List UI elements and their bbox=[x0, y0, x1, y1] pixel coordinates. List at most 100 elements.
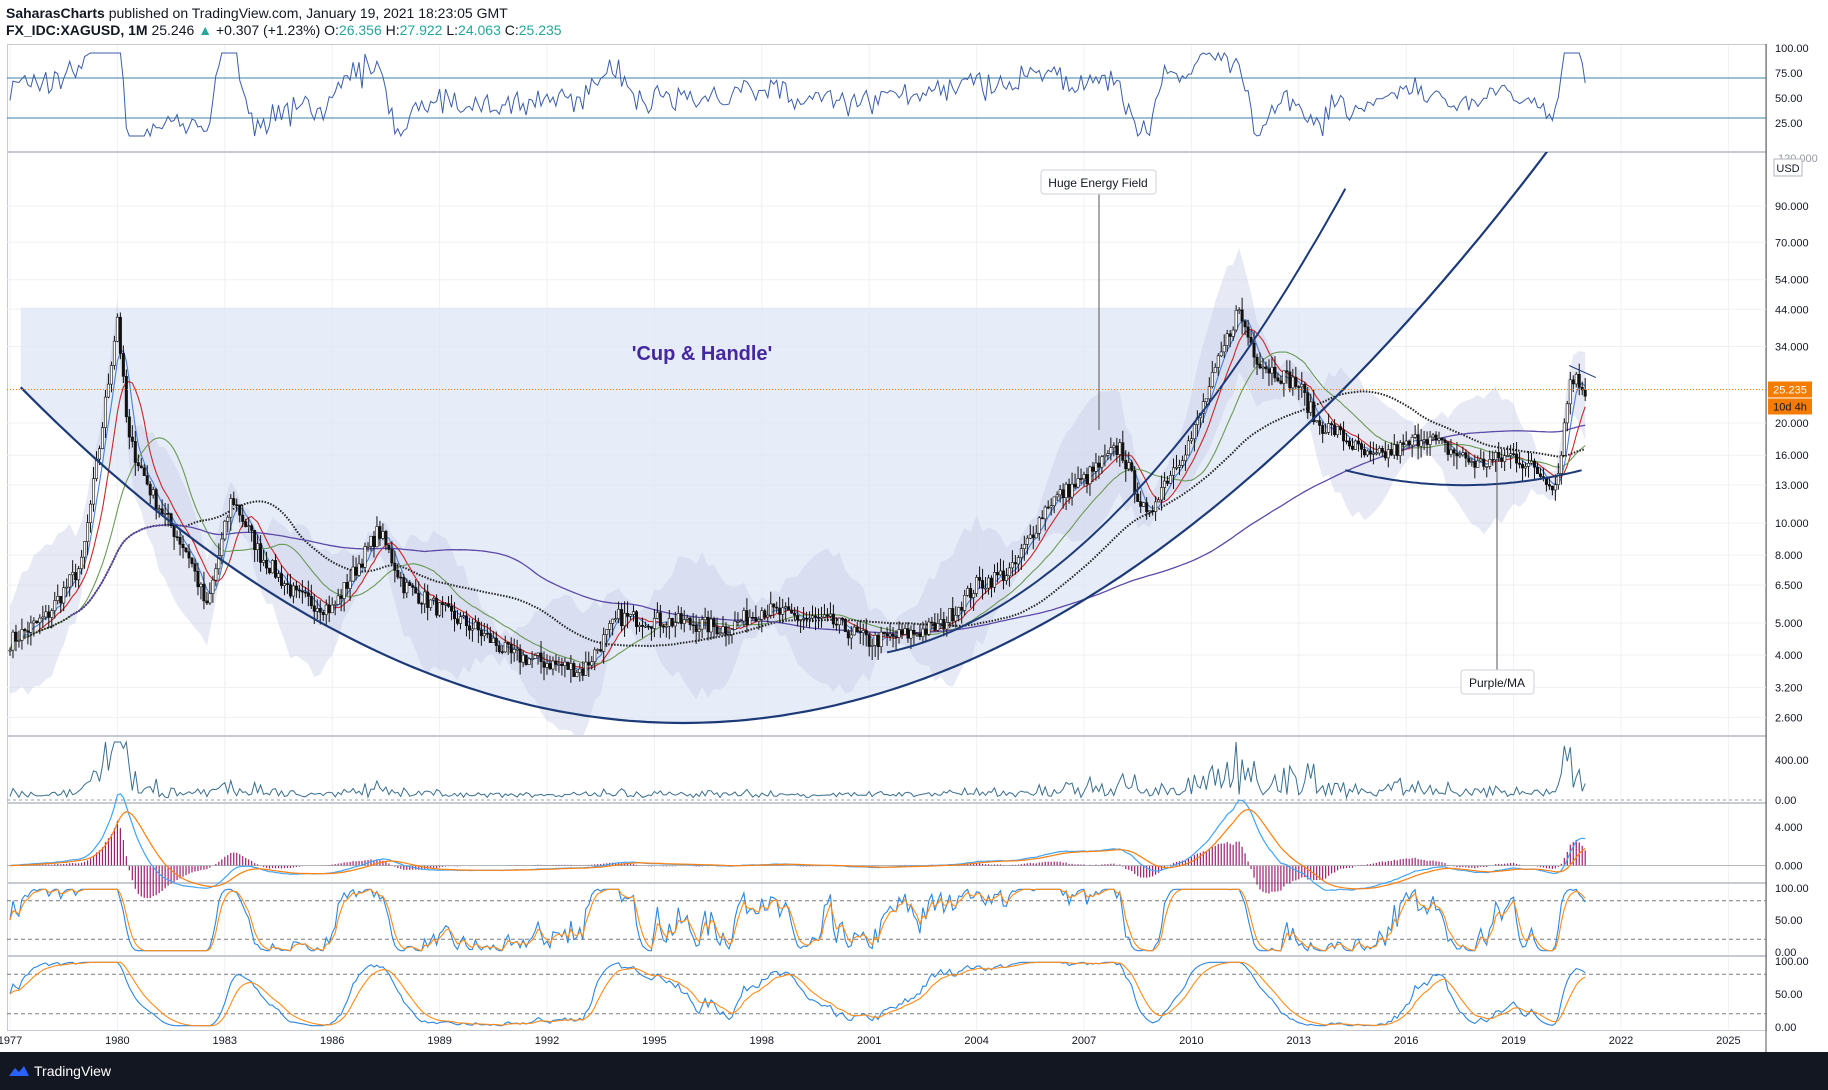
candle-body bbox=[1225, 333, 1229, 346]
candle-body bbox=[566, 661, 570, 670]
candle-body bbox=[453, 610, 457, 620]
candle-body bbox=[1324, 432, 1328, 434]
candle-body bbox=[984, 587, 988, 590]
candle-body bbox=[363, 546, 367, 568]
stoch-tick-label: 50.00 bbox=[1775, 915, 1803, 927]
candle-body bbox=[1318, 420, 1322, 426]
candle-body bbox=[605, 629, 609, 636]
tradingview-brand[interactable]: TradingView bbox=[34, 1063, 112, 1079]
candle-body bbox=[1130, 462, 1134, 471]
candle-body bbox=[29, 622, 33, 633]
author-name[interactable]: SaharasCharts bbox=[6, 5, 105, 21]
candle-body bbox=[1151, 510, 1155, 513]
candle-body bbox=[676, 613, 680, 623]
candle-body bbox=[139, 465, 143, 469]
candle-body bbox=[1100, 456, 1104, 468]
candle-body bbox=[509, 644, 513, 654]
candle-body bbox=[220, 538, 224, 556]
candle-body bbox=[1154, 501, 1158, 512]
time-tick-label: 2010 bbox=[1179, 1035, 1203, 1047]
candle-body bbox=[1428, 436, 1432, 445]
candle-body bbox=[724, 626, 728, 635]
candle-body bbox=[1443, 439, 1447, 443]
energy-field-annotation[interactable]: Huge Energy Field bbox=[1040, 169, 1157, 430]
candle-body bbox=[960, 606, 964, 611]
candle-body bbox=[109, 365, 113, 385]
candle-body bbox=[1583, 389, 1587, 397]
candle-body bbox=[1210, 371, 1214, 387]
candle-body bbox=[1512, 453, 1516, 455]
rsi-tick-label: 50.00 bbox=[1775, 93, 1803, 105]
stochastic-rsi-pane bbox=[7, 961, 1766, 1027]
candle-body bbox=[50, 610, 54, 618]
candle-body bbox=[790, 609, 794, 614]
cup-handle-label[interactable]: 'Cup & Handle' bbox=[632, 343, 773, 365]
candle-body bbox=[969, 588, 973, 598]
candle-body bbox=[1515, 453, 1519, 464]
candle-body bbox=[587, 661, 591, 666]
candle-body bbox=[1019, 548, 1023, 558]
candle-body bbox=[1506, 455, 1510, 457]
candle-body bbox=[802, 618, 806, 620]
price-axis[interactable]: 90.000 70.000 54.000 44.000 34.000 20.000 16.0… bbox=[1775, 44, 1818, 1034]
candle-body bbox=[1025, 537, 1029, 545]
candle-body bbox=[450, 605, 454, 612]
candle-body bbox=[473, 621, 477, 630]
candle-body bbox=[1177, 465, 1181, 468]
candle-body bbox=[306, 592, 310, 597]
time-tick-label: 2019 bbox=[1501, 1035, 1525, 1047]
candle-body bbox=[250, 525, 254, 531]
candle-body bbox=[593, 649, 597, 662]
candle-body bbox=[1282, 370, 1286, 384]
candle-body bbox=[727, 634, 731, 636]
candle-body bbox=[321, 612, 325, 616]
symbol-label[interactable]: FX_IDC:XAGUSD, 1M bbox=[6, 22, 148, 38]
time-axis[interactable]: 1977 1980 1983 1986 1989 1992 1995 1998 2001 2004… bbox=[0, 1035, 1741, 1047]
candle-body bbox=[1464, 452, 1468, 459]
candle-body bbox=[1001, 570, 1005, 581]
candle-body bbox=[849, 634, 853, 639]
candle-body bbox=[545, 663, 549, 668]
candle-body bbox=[643, 625, 647, 628]
currency-label: USD bbox=[1776, 163, 1799, 175]
candle-body bbox=[903, 628, 907, 635]
stochastic-pane bbox=[7, 888, 1766, 952]
price-tick-label: 54.000 bbox=[1775, 275, 1809, 287]
purple-ma-annotation[interactable]: Purple/MA bbox=[1460, 462, 1535, 695]
candle-body bbox=[1437, 438, 1441, 441]
candle-body bbox=[35, 620, 39, 623]
candle-body bbox=[1148, 510, 1152, 513]
candle-body bbox=[1043, 506, 1047, 520]
stoch-d-line bbox=[9, 888, 1586, 952]
cup-curve-inner bbox=[886, 188, 1347, 654]
handle-trendline bbox=[1568, 365, 1597, 379]
candle-body bbox=[318, 608, 322, 613]
candle-body bbox=[1016, 557, 1020, 565]
chart-area[interactable]: 'Cup & Handle' Huge Energy Field Purple/… bbox=[0, 44, 1828, 1052]
candle-body bbox=[873, 634, 877, 646]
candle-body bbox=[742, 610, 746, 622]
candle-body bbox=[915, 633, 919, 636]
rsi-tick-label: 100.00 bbox=[1775, 44, 1809, 55]
candle-body bbox=[470, 628, 474, 631]
energy-field-label: Huge Energy Field bbox=[1048, 176, 1147, 190]
candle-body bbox=[103, 396, 107, 428]
candle-body bbox=[1395, 444, 1399, 456]
candle-body bbox=[992, 572, 996, 588]
candle-body bbox=[1461, 452, 1465, 456]
candle-body bbox=[1297, 386, 1301, 388]
candle-body bbox=[1073, 483, 1077, 488]
candle-body bbox=[599, 649, 603, 652]
candle-body bbox=[438, 602, 442, 616]
tradingview-logo-icon[interactable] bbox=[8, 1064, 30, 1078]
candle-body bbox=[1306, 392, 1310, 413]
currency-badge[interactable]: USD bbox=[1773, 158, 1803, 177]
candle-body bbox=[1440, 438, 1444, 441]
candle-body bbox=[62, 587, 66, 604]
candle-body bbox=[1243, 320, 1247, 328]
candle-body bbox=[327, 604, 331, 614]
time-tick-label: 1980 bbox=[105, 1035, 129, 1047]
candle-body bbox=[608, 623, 612, 630]
ma-140-line bbox=[69, 424, 1586, 634]
candle-body bbox=[1010, 562, 1014, 569]
